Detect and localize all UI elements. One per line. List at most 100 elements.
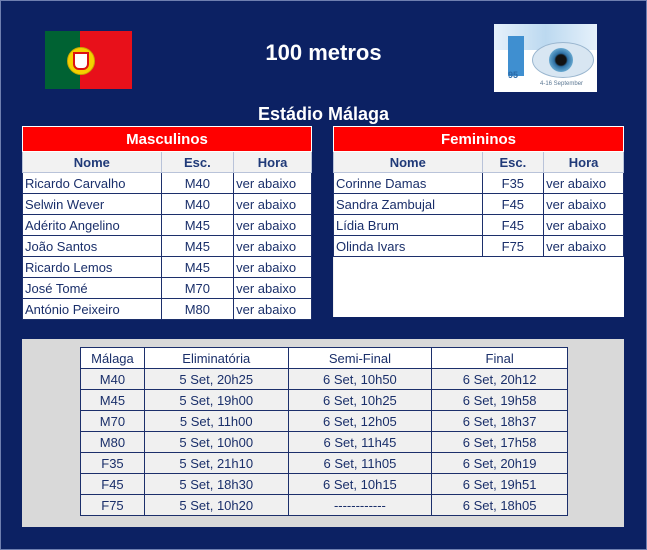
table-row: M45 5 Set, 19h00 6 Set, 10h25 6 Set, 19h58 [80,389,568,411]
column-header-name: Nome [22,151,162,173]
men-results-table: Masculinos Nome Esc. Hora Ricardo Carval… [22,126,312,320]
column-header-time: Hora [233,151,312,173]
table-row: M40 5 Set, 20h25 6 Set, 10h50 6 Set, 20h12 [80,368,568,390]
athlete-name: José Tomé [22,277,162,299]
table-row: José Tomé M70 ver abaixo [22,277,312,299]
age-category: M45 [160,214,235,236]
empty-cell [482,256,544,277]
heat-time: 5 Set, 18h30 [143,473,289,495]
final-time: 6 Set, 20h12 [431,368,568,390]
age-category: F75 [481,235,545,257]
column-header-heats: Eliminatória [143,347,289,369]
empty-row [333,256,624,277]
final-time: 6 Set, 20h19 [431,452,568,474]
women-results-table: Femininos Nome Esc. Hora Corinne Damas F3… [333,126,624,317]
table-row: Olinda Ivars F75 ver abaixo [333,235,624,257]
age-category: F35 [481,172,545,194]
table-row: F75 5 Set, 10h20 ------------ 6 Set, 18h05 [80,494,568,516]
schedule-table: Málaga Eliminatória Semi-Final Final M40… [80,347,568,516]
athlete-name: Ricardo Lemos [22,256,162,278]
empty-row [333,297,624,317]
heat-time: 5 Set, 20h25 [143,368,289,390]
column-header-time: Hora [543,151,624,173]
table-row: Selwin Wever M40 ver abaixo [22,193,312,215]
athlete-name: Lídia Brum [333,214,483,236]
race-time: ver abaixo [233,256,312,278]
semifinal-time: ------------ [287,494,433,516]
semifinal-time: 6 Set, 10h25 [287,389,433,411]
empty-cell [482,277,544,297]
table-row: Sandra Zambujal F45 ver abaixo [333,193,624,215]
semifinal-time: 6 Set, 10h50 [287,368,433,390]
age-category: F35 [80,452,145,474]
semifinal-time: 6 Set, 10h15 [287,473,433,495]
semifinal-time: 6 Set, 11h45 [287,431,433,453]
empty-cell [482,297,544,317]
table-row: F45 5 Set, 18h30 6 Set, 10h15 6 Set, 19h51 [80,473,568,495]
age-category: M45 [160,235,235,257]
athlete-name: Sandra Zambujal [333,193,483,215]
age-category: F75 [80,494,145,516]
event-logo-number: 95 [508,70,519,80]
column-header-final: Final [431,347,568,369]
page-title: 100 metros [265,40,382,65]
athlete-name: Olinda Ivars [333,235,483,257]
final-time: 6 Set, 19h58 [431,389,568,411]
athlete-name: Corinne Damas [333,172,483,194]
race-time: ver abaixo [543,214,624,236]
age-category: M45 [80,389,145,411]
table-row: M80 5 Set, 10h00 6 Set, 11h45 6 Set, 17h58 [80,431,568,453]
race-time: ver abaixo [233,172,312,194]
eye-icon [549,48,573,72]
age-category: M40 [80,368,145,390]
age-category: F45 [481,214,545,236]
final-time: 6 Set, 19h51 [431,473,568,495]
table-row: F35 5 Set, 21h10 6 Set, 11h05 6 Set, 20h19 [80,452,568,474]
table-row: Lídia Brum F45 ver abaixo [333,214,624,236]
age-category: M70 [160,277,235,299]
table-row: Corinne Damas F35 ver abaixo [333,172,624,194]
age-category: M40 [160,193,235,215]
final-time: 6 Set, 18h37 [431,410,568,432]
athlete-name: João Santos [22,235,162,257]
athlete-name: António Peixeiro [22,298,162,320]
semifinal-time: 6 Set, 11h05 [287,452,433,474]
semifinal-time: 6 Set, 12h05 [287,410,433,432]
heat-time: 5 Set, 21h10 [143,452,289,474]
empty-cell [543,256,624,277]
empty-row [333,277,624,297]
table-row: M70 5 Set, 11h00 6 Set, 12h05 6 Set, 18h37 [80,410,568,432]
table-row: António Peixeiro M80 ver abaixo [22,298,312,320]
age-category: M80 [160,298,235,320]
athlete-name: Ricardo Carvalho [22,172,162,194]
empty-cell [543,297,624,317]
portugal-flag-icon [45,31,132,89]
heat-time: 5 Set, 10h00 [143,431,289,453]
race-time: ver abaixo [233,277,312,299]
race-time: ver abaixo [233,214,312,236]
athlete-name: Adérito Angelino [22,214,162,236]
event-logo-dates: 4-16 September [540,81,584,87]
table-row: Ricardo Lemos M45 ver abaixo [22,256,312,278]
column-header-category: Esc. [160,151,235,173]
venue-title: Estádio Málaga [257,104,390,124]
column-header-name: Nome [333,151,483,173]
race-time: ver abaixo [543,235,624,257]
empty-cell [333,277,483,297]
event-logo: 95 4-16 September [494,24,597,92]
heat-time: 5 Set, 10h20 [143,494,289,516]
table-row: Ricardo Carvalho M40 ver abaixo [22,172,312,194]
final-time: 6 Set, 17h58 [431,431,568,453]
table-row: Adérito Angelino M45 ver abaixo [22,214,312,236]
women-group-header: Femininos [333,126,624,152]
age-category: M70 [80,410,145,432]
heat-time: 5 Set, 11h00 [143,410,289,432]
athlete-name: Selwin Wever [22,193,162,215]
race-time: ver abaixo [233,193,312,215]
empty-cell [543,277,624,297]
empty-cell [333,297,483,317]
column-header-semifinal: Semi-Final [287,347,433,369]
age-category: M80 [80,431,145,453]
heat-time: 5 Set, 19h00 [143,389,289,411]
table-row: João Santos M45 ver abaixo [22,235,312,257]
